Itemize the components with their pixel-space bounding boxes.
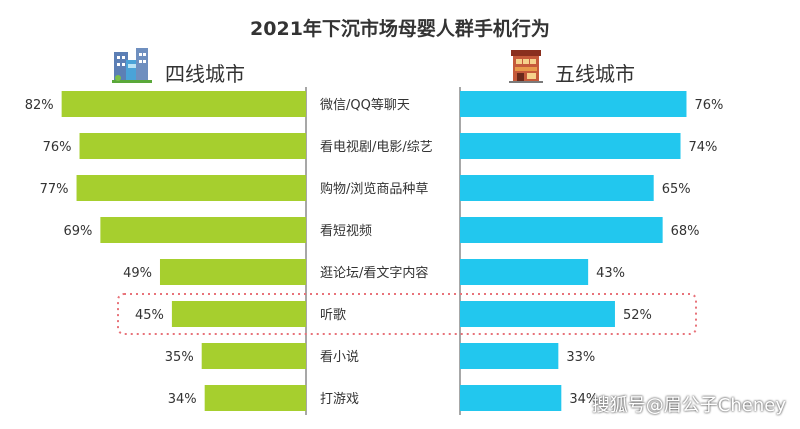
data-label-left: 35% xyxy=(165,350,194,365)
data-label-right: 74% xyxy=(689,140,718,155)
category-label: 微信/QQ等聊天 xyxy=(320,97,410,113)
bar-left xyxy=(79,133,307,159)
watermark: 搜狐号@眉公子Cheney xyxy=(591,395,786,416)
category-label: 看小说 xyxy=(320,349,359,365)
bar-right xyxy=(460,217,663,243)
category-label: 购物/浏览商品种草 xyxy=(320,181,428,197)
data-label-right: 34% xyxy=(569,392,598,407)
category-label: 看电视剧/电影/综艺 xyxy=(320,139,433,155)
bar-right xyxy=(460,385,562,411)
data-label-right: 65% xyxy=(662,182,691,197)
bar-right xyxy=(460,175,654,201)
data-label-left: 49% xyxy=(123,266,152,281)
bar-right xyxy=(460,91,687,117)
data-label-left: 82% xyxy=(25,98,54,113)
bar-left xyxy=(61,91,306,117)
bar-left xyxy=(100,217,306,243)
data-label-left: 77% xyxy=(40,182,69,197)
category-label: 听歌 xyxy=(320,308,346,323)
data-label-left: 45% xyxy=(135,308,164,323)
bar-left xyxy=(204,385,306,411)
highlight-box xyxy=(117,293,697,335)
chart-title: 2021年下沉市场母婴人群手机行为 xyxy=(250,18,550,40)
data-label-left: 34% xyxy=(168,392,197,407)
category-label: 逛论坛/看文字内容 xyxy=(320,265,428,281)
bar-left xyxy=(201,343,306,369)
bar-right xyxy=(460,343,559,369)
legend-left-label: 四线城市 xyxy=(165,62,245,86)
data-label-right: 68% xyxy=(671,224,700,239)
bar-right xyxy=(460,259,589,285)
data-label-right: 52% xyxy=(623,308,652,323)
data-label-right: 76% xyxy=(694,98,723,113)
data-label-right: 33% xyxy=(566,350,595,365)
bar-right xyxy=(460,301,615,327)
bar-left xyxy=(159,259,306,285)
data-label-left: 76% xyxy=(43,140,72,155)
category-label: 看短视频 xyxy=(320,223,372,239)
data-label-left: 69% xyxy=(63,224,92,239)
bar-right xyxy=(460,133,681,159)
data-label-right: 43% xyxy=(596,266,625,281)
legend-right-label: 五线城市 xyxy=(555,62,635,86)
bar-left xyxy=(76,175,306,201)
bar-left xyxy=(171,301,306,327)
category-label: 打游戏 xyxy=(320,392,359,407)
shop-building-icon xyxy=(509,50,543,83)
city-buildings-icon xyxy=(112,48,152,83)
